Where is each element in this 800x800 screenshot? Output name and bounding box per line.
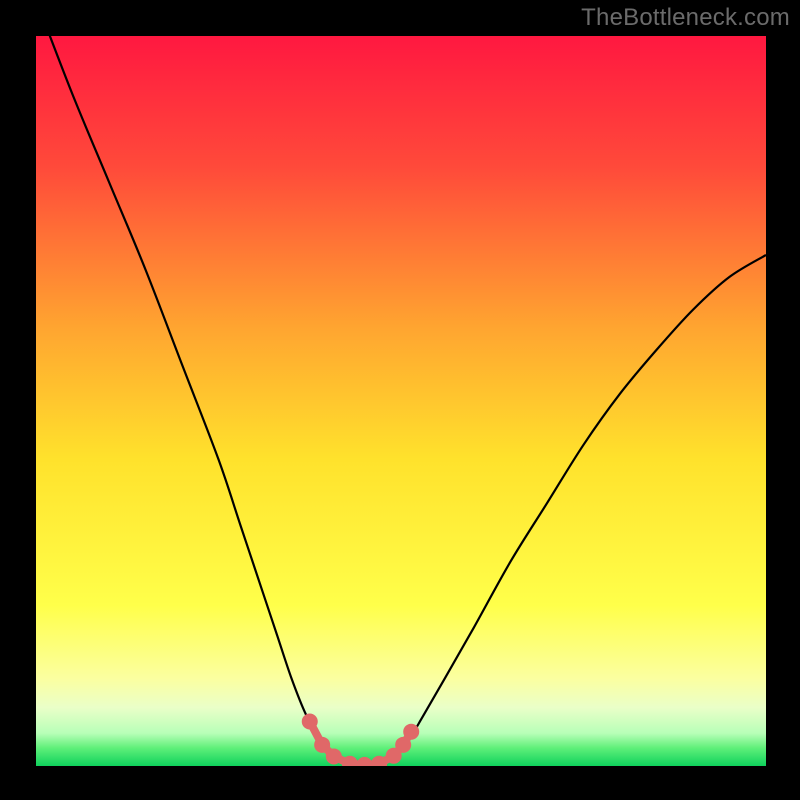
marker-dot (302, 713, 318, 729)
marker-dot (371, 756, 387, 772)
bottleneck-chart (0, 0, 800, 800)
marker-dot (314, 737, 330, 753)
marker-dot (403, 724, 419, 740)
marker-dot (357, 757, 373, 773)
chart-stage: TheBottleneck.com (0, 0, 800, 800)
plot-area-background (36, 36, 766, 766)
marker-dot (326, 749, 342, 765)
marker-dot (342, 756, 358, 772)
